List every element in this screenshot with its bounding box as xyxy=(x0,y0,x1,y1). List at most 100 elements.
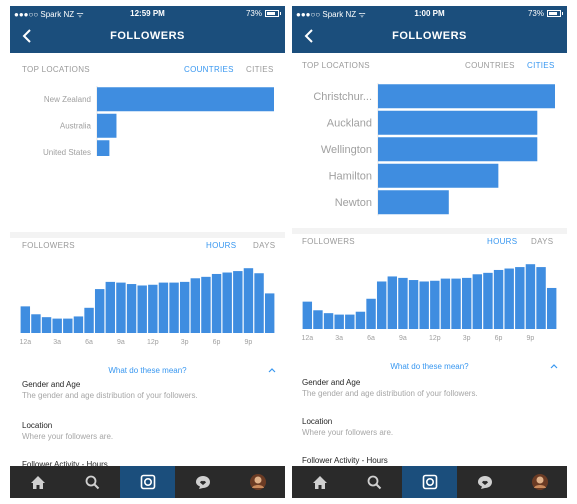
info-description: The gender and age distribution of your … xyxy=(22,391,198,400)
followers-header: FOLLOWERS HOURS DAYS xyxy=(10,238,285,254)
hour-tick-label: 9p xyxy=(527,335,535,342)
hour-tick-label: 9a xyxy=(399,335,407,342)
tab-countries[interactable]: COUNTRIES xyxy=(184,65,234,74)
hour-bar xyxy=(430,280,440,329)
back-arrow-icon[interactable] xyxy=(300,25,320,47)
hour-bar xyxy=(504,268,514,329)
status-bar: ●●●○○ Spark NZ ᯤ 12:59 PM 73% xyxy=(10,6,285,20)
hour-tick-label: 6p xyxy=(213,339,221,346)
tab-home[interactable] xyxy=(292,466,347,498)
hour-bar xyxy=(515,267,525,329)
tab-hours[interactable]: HOURS xyxy=(487,237,518,246)
tab-camera[interactable] xyxy=(402,466,457,498)
top-locations-header: TOP LOCATIONS COUNTRIES CITIES xyxy=(10,62,285,78)
hour-bar xyxy=(419,281,429,329)
info-follower-activity: Follower Activity - Hours xyxy=(22,460,277,469)
hour-tick-label: 6a xyxy=(85,339,93,346)
info-description: The gender and age distribution of your … xyxy=(302,389,478,398)
info-location: Location Where your followers are. xyxy=(302,417,557,437)
hour-bar xyxy=(254,273,264,333)
hour-bar xyxy=(20,306,31,333)
location-bar xyxy=(378,110,538,135)
phone-screen-right: ●●●○○ Spark NZ ᯤ 1:00 PM 73% FOLLOWERS T… xyxy=(292,6,567,498)
tab-search[interactable] xyxy=(347,466,402,498)
hour-bar xyxy=(483,272,493,329)
tab-search[interactable] xyxy=(65,466,120,498)
carrier-signal: ●●●○○ Spark NZ ᯤ xyxy=(14,10,84,19)
hour-bar xyxy=(313,310,323,329)
activity-icon xyxy=(477,475,492,489)
info-location: Location Where your followers are. xyxy=(22,421,277,441)
what-do-these-mean-link[interactable]: What do these mean? xyxy=(10,362,285,380)
location-bar xyxy=(378,137,538,162)
hour-tick-label: 12p xyxy=(147,339,159,346)
hour-tick-label: 9p xyxy=(245,339,253,346)
top-locations-label: TOP LOCATIONS xyxy=(302,61,370,70)
info-link-text: What do these mean? xyxy=(390,362,469,371)
tab-days[interactable]: DAYS xyxy=(253,241,276,250)
chevron-up-icon[interactable] xyxy=(549,362,559,370)
hour-bar xyxy=(41,317,52,333)
followers-label: FOLLOWERS xyxy=(302,237,355,246)
hour-bar xyxy=(376,281,387,329)
info-title: Location xyxy=(302,417,333,426)
top-locations-chart: Christchur... Auckland Wellington Hamilton N… xyxy=(313,83,555,216)
followers-hours-chart: 12a 3a 6a 9a 12p 3p 6p 9p xyxy=(19,268,275,346)
tab-activity[interactable] xyxy=(457,466,512,498)
info-title: Gender and Age xyxy=(302,378,361,387)
info-description: Where your followers are. xyxy=(302,428,394,437)
hour-bar xyxy=(440,278,451,329)
status-time: 12:59 PM xyxy=(130,9,165,18)
tab-camera[interactable] xyxy=(120,466,175,498)
hour-bar xyxy=(158,282,169,333)
chevron-up-icon[interactable] xyxy=(267,366,277,374)
tab-days[interactable]: DAYS xyxy=(531,237,554,246)
followers-label: FOLLOWERS xyxy=(22,241,75,250)
activity-icon xyxy=(195,475,210,489)
tab-hours[interactable]: HOURS xyxy=(206,241,237,250)
location-bar xyxy=(97,87,274,112)
hour-tick-label: 3p xyxy=(181,339,189,346)
hour-tick-label: 12a xyxy=(301,335,313,342)
tab-profile[interactable] xyxy=(512,466,567,498)
tab-profile[interactable] xyxy=(230,466,285,498)
hour-bar xyxy=(94,289,105,333)
hour-bar xyxy=(243,268,254,333)
search-icon xyxy=(85,475,100,489)
location-label: United States xyxy=(43,148,91,156)
section-divider xyxy=(10,232,285,238)
hour-bar xyxy=(169,282,179,333)
tab-countries[interactable]: COUNTRIES xyxy=(465,61,515,70)
hour-bar xyxy=(345,314,355,329)
camera-icon xyxy=(140,474,155,490)
battery-icon xyxy=(547,10,561,17)
hour-bar xyxy=(84,307,94,333)
followers-hours-chart: 12a 3a 6a 9a 12p 3p 6p 9p xyxy=(301,264,557,342)
tab-activity[interactable] xyxy=(175,466,230,498)
profile-avatar xyxy=(531,474,548,490)
location-bar xyxy=(378,163,499,188)
tab-cities[interactable]: CITIES xyxy=(246,65,274,74)
top-locations-header: TOP LOCATIONS COUNTRIES CITIES xyxy=(292,58,567,74)
battery-indicator: 73% xyxy=(246,9,281,18)
location-label: Auckland xyxy=(327,118,372,130)
hour-bar xyxy=(472,274,483,329)
hour-bar xyxy=(536,267,546,329)
back-arrow-icon[interactable] xyxy=(18,25,38,47)
hour-bar xyxy=(52,318,62,333)
tab-cities[interactable]: CITIES xyxy=(527,61,555,70)
hour-bar xyxy=(31,314,41,333)
hour-tick-label: 6a xyxy=(367,335,375,342)
section-divider xyxy=(292,228,567,234)
hour-bar xyxy=(546,287,557,329)
hour-tick-label: 6p xyxy=(495,335,503,342)
hour-bar xyxy=(461,277,472,329)
what-do-these-mean-link[interactable]: What do these mean? xyxy=(292,358,567,376)
battery-percent: 73% xyxy=(527,9,544,18)
info-title: Follower Activity - Hours xyxy=(302,456,388,465)
hour-tick-label: 12a xyxy=(19,339,31,346)
hour-tick-label: 12p xyxy=(429,335,441,342)
tab-home[interactable] xyxy=(10,466,65,498)
hour-tick-label: 3a xyxy=(335,335,343,342)
home-icon xyxy=(30,475,45,489)
